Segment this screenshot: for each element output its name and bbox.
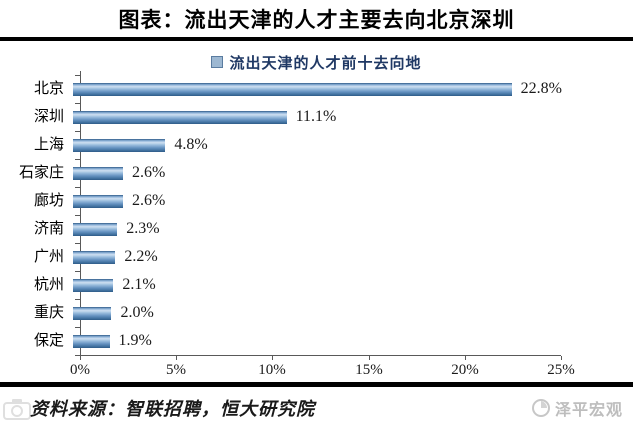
bar-track: 1.9% (72, 327, 633, 355)
category-label: 深圳 (33, 109, 64, 125)
category-label: 北京 (33, 81, 64, 97)
y-axis-tick (75, 243, 80, 244)
watermark-icon (3, 399, 31, 420)
x-axis-tick (272, 356, 273, 360)
y-axis-tick (75, 159, 80, 160)
bar-track: 2.2% (72, 243, 633, 271)
x-axis-tick-label: 20% (451, 362, 479, 378)
chart-row: 北京 22.8% (0, 75, 633, 103)
chart-row: 重庆 2.0% (0, 299, 633, 327)
page-title: 图表：流出天津的人才主要去向北京深圳 (118, 8, 515, 32)
value-label: 2.1% (122, 276, 156, 293)
brand: 泽平宏观 (531, 396, 623, 420)
footer: 资料来源：智联招聘，恒大研究院 泽平宏观 (0, 389, 633, 421)
legend-swatch-icon (211, 56, 224, 68)
bar-track: 11.1% (72, 103, 633, 131)
y-axis-tick (75, 355, 80, 356)
value-label: 2.2% (124, 248, 158, 265)
chart-row: 廊坊 2.6% (0, 187, 633, 215)
value-label: 2.6% (132, 164, 166, 181)
bar (73, 307, 112, 320)
title-divider (0, 37, 633, 41)
chart-row: 深圳 11.1% (0, 103, 633, 131)
bar (73, 223, 118, 236)
y-axis-tick (75, 103, 80, 104)
footer-divider (0, 382, 633, 387)
legend-label: 流出天津的人才前十去向地 (229, 55, 422, 72)
value-label: 1.9% (118, 332, 152, 349)
y-axis-tick (75, 271, 80, 272)
x-axis-tick-label: 15% (355, 362, 383, 378)
x-axis: 0% 5% 10% 15% 20% 25% (70, 355, 575, 382)
bar (73, 167, 124, 180)
y-axis-tick (75, 299, 80, 300)
chart-row: 杭州 2.1% (0, 271, 633, 299)
x-axis-tick (465, 356, 466, 360)
category-label: 济南 (33, 221, 64, 237)
y-axis-tick (75, 75, 80, 76)
x-axis-tick-label: 10% (258, 362, 286, 378)
bar-track: 4.8% (72, 131, 633, 159)
x-axis-tick-label: 25% (547, 362, 575, 378)
chart-row: 济南 2.3% (0, 215, 633, 243)
value-label: 4.8% (174, 136, 208, 153)
x-axis-tick-label: 0% (70, 362, 90, 378)
bar-track: 2.6% (72, 159, 633, 187)
value-label: 11.1% (295, 108, 337, 125)
bar-track: 22.8% (72, 75, 633, 103)
bar (73, 335, 110, 348)
brand-logo-icon (531, 399, 550, 417)
y-axis-line (80, 71, 81, 355)
category-label: 杭州 (33, 277, 64, 293)
bar-track: 2.1% (72, 271, 633, 299)
bar (73, 111, 287, 124)
y-axis-tick (75, 327, 80, 328)
x-axis-tick (561, 356, 562, 360)
chart-legend: 流出天津的人才前十去向地 (0, 53, 633, 72)
source-text: 资料来源：智联招聘，恒大研究院 (30, 399, 315, 419)
bar (73, 279, 114, 292)
chart-row: 保定 1.9% (0, 327, 633, 355)
category-label: 上海 (33, 137, 64, 153)
bar (73, 195, 124, 208)
chart-row: 石家庄 2.6% (0, 159, 633, 187)
bar (73, 83, 512, 96)
x-axis-tick-label: 5% (166, 362, 186, 378)
bar (73, 139, 166, 152)
value-label: 2.3% (126, 220, 160, 237)
value-label: 2.6% (132, 192, 166, 209)
chart-row: 广州 2.2% (0, 243, 633, 271)
bar-chart: 流出天津的人才前十去向地 北京 22.8% 深圳 11.1% 上海 4.8% 石家庄 2.6%… (0, 53, 633, 382)
category-label: 重庆 (33, 305, 64, 321)
category-label: 石家庄 (18, 165, 64, 181)
bar-track: 2.0% (72, 299, 633, 327)
bar-track: 2.3% (72, 215, 633, 243)
value-label: 22.8% (520, 80, 562, 97)
brand-label: 泽平宏观 (554, 402, 623, 419)
category-label: 廊坊 (33, 193, 64, 209)
x-axis-tick (369, 356, 370, 360)
x-axis-tick (176, 356, 177, 360)
chart-row: 上海 4.8% (0, 131, 633, 159)
y-axis-tick (75, 215, 80, 216)
y-axis-tick (75, 187, 80, 188)
bar (73, 251, 116, 264)
category-label: 保定 (33, 333, 64, 349)
plot-area: 北京 22.8% 深圳 11.1% 上海 4.8% 石家庄 2.6% 廊坊 2.6% 济南 2.3% 广… (0, 71, 633, 356)
y-axis-tick (75, 131, 80, 132)
x-axis-tick (80, 356, 81, 360)
bar-track: 2.6% (72, 187, 633, 215)
category-label: 广州 (33, 249, 64, 265)
value-label: 2.0% (120, 304, 154, 321)
